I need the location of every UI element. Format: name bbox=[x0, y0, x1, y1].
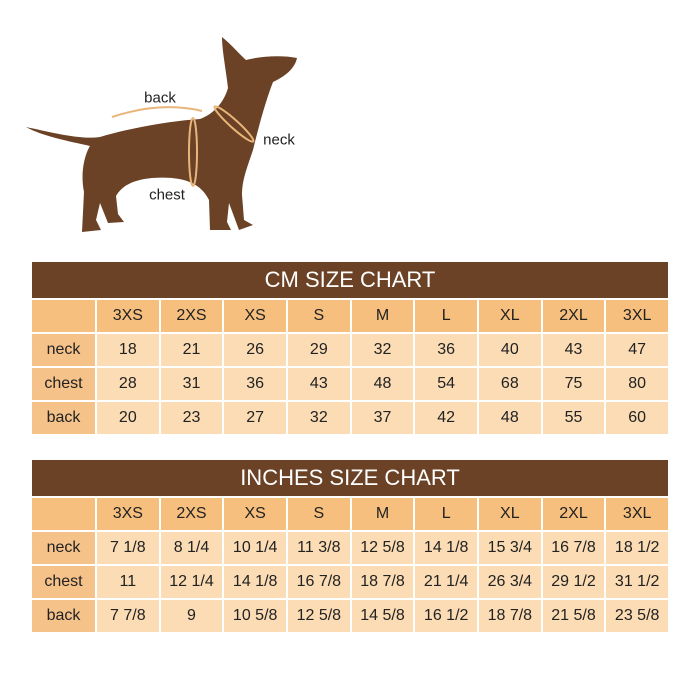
table-cell: 43 bbox=[288, 368, 350, 400]
size-header-xl: XL bbox=[479, 300, 541, 332]
table-cell: 7 7/8 bbox=[97, 600, 159, 632]
size-header-l: L bbox=[415, 300, 477, 332]
inches-size-chart: INCHES SIZE CHART 3XS 2XS XS S M L XL 2XL 3XL nec… bbox=[32, 460, 668, 632]
table-cell: 37 bbox=[351, 402, 414, 434]
table-cell: 11 3/8 bbox=[288, 532, 350, 564]
neck-label: neck bbox=[263, 131, 295, 149]
size-header-2xs: 2XS bbox=[160, 498, 223, 530]
table-cell: 43 bbox=[542, 334, 605, 366]
size-header-m: M bbox=[351, 300, 414, 332]
back-measure-line bbox=[111, 106, 203, 118]
table-cell: 23 5/8 bbox=[606, 600, 668, 632]
cm-size-table: 3XS 2XS XS S M L XL 2XL 3XL neck 18 21 26 29 32 36 40 43 4… bbox=[32, 300, 668, 434]
table-cell: 18 7/8 bbox=[479, 600, 541, 632]
size-header-s: S bbox=[288, 498, 350, 530]
size-header-3xs: 3XS bbox=[97, 300, 159, 332]
table-cell: 12 5/8 bbox=[288, 600, 350, 632]
table-cell: 23 bbox=[160, 402, 223, 434]
table-cell: 14 5/8 bbox=[351, 600, 414, 632]
table-cell: 75 bbox=[542, 368, 605, 400]
corner-cell bbox=[32, 498, 95, 530]
size-header-s: S bbox=[288, 300, 350, 332]
size-header-2xl: 2XL bbox=[542, 300, 605, 332]
size-header-3xl: 3XL bbox=[606, 498, 668, 530]
table-cell: 28 bbox=[97, 368, 159, 400]
table-cell: 60 bbox=[606, 402, 668, 434]
inches-chart-title: INCHES SIZE CHART bbox=[32, 460, 668, 496]
size-header-3xl: 3XL bbox=[606, 300, 668, 332]
table-cell: 68 bbox=[479, 368, 541, 400]
table-cell: 18 bbox=[97, 334, 159, 366]
table-cell: 42 bbox=[415, 402, 477, 434]
table-cell: 31 bbox=[160, 368, 223, 400]
table-cell: 80 bbox=[606, 368, 668, 400]
table-cell: 21 1/4 bbox=[415, 566, 477, 598]
row-label-neck: neck bbox=[32, 334, 95, 366]
row-label-back: back bbox=[32, 402, 95, 434]
table-cell: 31 1/2 bbox=[606, 566, 668, 598]
table-cell: 48 bbox=[479, 402, 541, 434]
table-cell: 48 bbox=[351, 368, 414, 400]
table-cell: 11 bbox=[97, 566, 159, 598]
table-cell: 36 bbox=[224, 368, 286, 400]
row-label-back: back bbox=[32, 600, 95, 632]
table-cell: 26 bbox=[224, 334, 286, 366]
table-cell: 55 bbox=[542, 402, 605, 434]
inches-size-table: 3XS 2XS XS S M L XL 2XL 3XL neck 7 1/8 8 1/4 10 1/4 1… bbox=[32, 498, 668, 632]
table-cell: 16 7/8 bbox=[288, 566, 350, 598]
chest-measure-loop bbox=[188, 117, 198, 187]
cm-chart-title: CM SIZE CHART bbox=[32, 262, 668, 298]
size-header-m: M bbox=[351, 498, 414, 530]
row-label-neck: neck bbox=[32, 532, 95, 564]
table-cell: 9 bbox=[160, 600, 223, 632]
dog-silhouette bbox=[26, 37, 297, 232]
neck-measure-loop bbox=[213, 105, 255, 143]
table-cell: 18 7/8 bbox=[351, 566, 414, 598]
table-cell: 29 1/2 bbox=[542, 566, 605, 598]
table-cell: 12 1/4 bbox=[160, 566, 223, 598]
table-cell: 27 bbox=[224, 402, 286, 434]
table-cell: 16 1/2 bbox=[415, 600, 477, 632]
size-header-xs: XS bbox=[224, 498, 286, 530]
table-cell: 54 bbox=[415, 368, 477, 400]
chest-label: chest bbox=[149, 186, 185, 204]
table-cell: 16 7/8 bbox=[542, 532, 605, 564]
table-cell: 7 1/8 bbox=[97, 532, 159, 564]
row-label-chest: chest bbox=[32, 368, 95, 400]
table-cell: 14 1/8 bbox=[224, 566, 286, 598]
table-cell: 36 bbox=[415, 334, 477, 366]
table-cell: 20 bbox=[97, 402, 159, 434]
table-cell: 32 bbox=[288, 402, 350, 434]
table-cell: 47 bbox=[606, 334, 668, 366]
back-label: back bbox=[144, 89, 176, 107]
cm-size-chart: CM SIZE CHART 3XS 2XS XS S M L XL 2XL 3XL neck 18 2… bbox=[32, 262, 668, 434]
dog-measurement-diagram bbox=[26, 37, 297, 232]
size-header-xl: XL bbox=[479, 498, 541, 530]
size-header-2xl: 2XL bbox=[542, 498, 605, 530]
size-header-3xs: 3XS bbox=[97, 498, 159, 530]
table-cell: 10 1/4 bbox=[224, 532, 286, 564]
table-cell: 18 1/2 bbox=[606, 532, 668, 564]
size-header-xs: XS bbox=[224, 300, 286, 332]
table-cell: 15 3/4 bbox=[479, 532, 541, 564]
table-cell: 10 5/8 bbox=[224, 600, 286, 632]
table-cell: 14 1/8 bbox=[415, 532, 477, 564]
table-cell: 21 5/8 bbox=[542, 600, 605, 632]
table-cell: 40 bbox=[479, 334, 541, 366]
size-header-l: L bbox=[415, 498, 477, 530]
corner-cell bbox=[32, 300, 95, 332]
table-cell: 8 1/4 bbox=[160, 532, 223, 564]
table-cell: 21 bbox=[160, 334, 223, 366]
row-label-chest: chest bbox=[32, 566, 95, 598]
table-cell: 32 bbox=[351, 334, 414, 366]
table-cell: 29 bbox=[288, 334, 350, 366]
table-cell: 12 5/8 bbox=[351, 532, 414, 564]
size-header-2xs: 2XS bbox=[160, 300, 223, 332]
table-cell: 26 3/4 bbox=[479, 566, 541, 598]
